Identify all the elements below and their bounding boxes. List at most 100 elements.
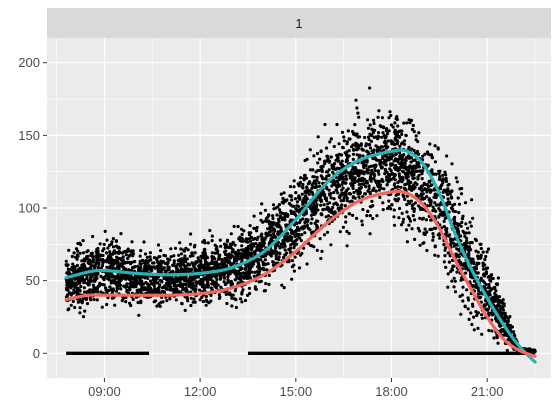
data-point: [155, 277, 159, 281]
data-point: [483, 286, 487, 290]
data-point: [128, 278, 132, 282]
data-point: [95, 247, 99, 252]
data-point: [178, 262, 182, 266]
data-point: [278, 252, 282, 256]
data-point: [251, 242, 255, 246]
data-point: [113, 275, 117, 279]
data-point: [451, 264, 455, 268]
x-tick-label: 09:00: [88, 384, 121, 399]
data-point: [140, 285, 144, 289]
data-point: [404, 228, 409, 232]
data-point: [353, 132, 358, 136]
data-point: [379, 125, 383, 129]
data-point: [169, 247, 173, 251]
data-point: [271, 214, 275, 218]
data-point: [140, 281, 144, 285]
data-point: [404, 156, 408, 160]
data-point: [71, 299, 75, 303]
data-point: [182, 249, 187, 253]
data-point: [423, 152, 427, 156]
data-point: [288, 185, 293, 189]
data-point: [311, 185, 315, 189]
data-point: [391, 141, 395, 145]
data-point: [401, 220, 405, 224]
data-point: [456, 196, 460, 200]
data-point: [389, 207, 393, 211]
data-point: [429, 153, 434, 157]
data-point: [250, 245, 254, 250]
data-point: [201, 299, 205, 304]
data-point: [246, 247, 250, 251]
data-point: [228, 292, 232, 296]
data-point: [423, 187, 427, 191]
data-point: [144, 287, 148, 291]
data-point: [398, 162, 402, 166]
data-point: [345, 177, 349, 181]
data-point: [447, 260, 451, 264]
data-point: [111, 288, 115, 292]
data-point: [462, 243, 466, 247]
data-point: [173, 246, 178, 250]
data-point: [346, 129, 350, 133]
data-point: [269, 237, 273, 241]
data-point: [123, 261, 127, 265]
data-point: [482, 273, 486, 277]
data-point: [392, 215, 396, 219]
data-point: [408, 155, 413, 159]
data-point: [183, 254, 187, 258]
data-point: [317, 184, 322, 188]
data-point: [387, 116, 391, 120]
data-point: [67, 291, 71, 295]
data-point: [357, 155, 361, 159]
data-point: [179, 247, 183, 251]
data-point: [209, 293, 213, 297]
data-point: [149, 286, 153, 290]
data-point: [124, 277, 128, 281]
data-point: [300, 251, 304, 256]
data-point: [445, 203, 449, 207]
data-point: [172, 263, 176, 267]
data-point: [450, 238, 455, 242]
data-point: [222, 280, 226, 284]
data-point: [475, 271, 479, 275]
data-point: [438, 175, 442, 179]
data-point: [410, 127, 414, 132]
data-point: [82, 262, 86, 266]
data-point: [444, 265, 448, 269]
data-point: [453, 279, 457, 283]
data-point: [78, 311, 82, 315]
data-point: [412, 172, 416, 177]
data-point: [411, 207, 415, 211]
data-point: [441, 177, 445, 181]
data-point: [316, 208, 320, 212]
data-point: [232, 257, 236, 261]
data-point: [314, 170, 318, 174]
data-point: [450, 207, 455, 211]
data-point: [275, 221, 279, 226]
data-point: [299, 239, 303, 243]
data-point: [416, 164, 420, 168]
data-point: [213, 257, 217, 261]
data-point: [413, 218, 417, 222]
data-point: [393, 121, 397, 125]
data-point: [287, 260, 291, 264]
data-point: [158, 267, 162, 271]
data-point: [329, 196, 333, 200]
data-point: [170, 280, 174, 284]
data-point: [378, 195, 382, 199]
data-point: [246, 244, 250, 249]
data-point: [120, 264, 124, 268]
data-point: [345, 140, 349, 144]
data-point: [290, 259, 295, 263]
data-point: [474, 267, 479, 271]
data-point: [145, 282, 149, 286]
data-point: [193, 269, 197, 273]
data-point: [131, 281, 135, 285]
data-point: [341, 146, 345, 150]
data-point: [325, 187, 329, 191]
data-point: [496, 341, 500, 345]
data-point: [336, 207, 340, 211]
data-point: [87, 261, 91, 266]
data-point: [424, 218, 428, 222]
data-point: [389, 155, 394, 159]
